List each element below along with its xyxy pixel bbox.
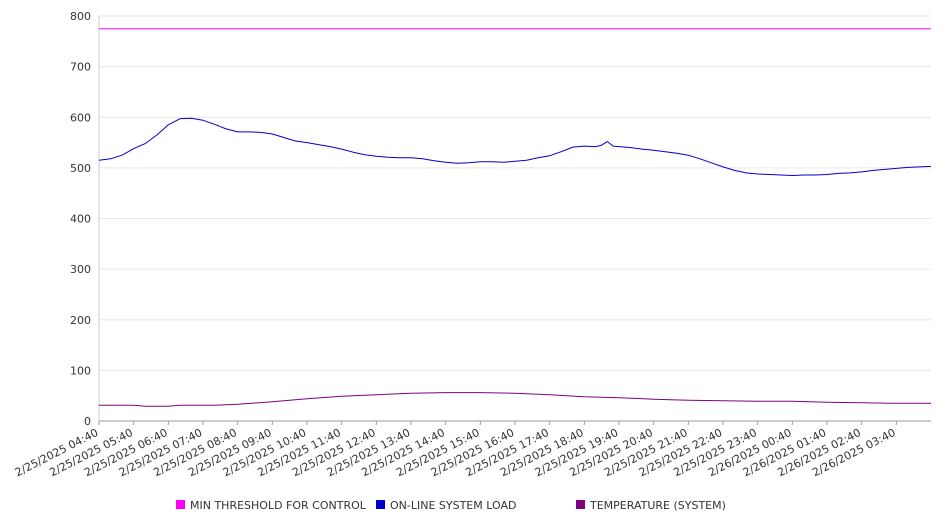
legend-swatch — [176, 500, 185, 509]
y-tick-label: 100 — [70, 364, 91, 377]
legend-label: MIN THRESHOLD FOR CONTROL — [190, 499, 367, 512]
series-line-2 — [99, 392, 931, 407]
legend-swatch — [576, 500, 585, 509]
y-tick-label: 600 — [70, 111, 91, 124]
y-tick-label: 400 — [70, 213, 91, 226]
y-tick-label: 0 — [84, 415, 91, 428]
series-line-1 — [98, 117, 932, 176]
legend-label: ON-LINE SYSTEM LOAD — [390, 499, 516, 512]
y-tick-label: 200 — [70, 314, 91, 327]
legend-swatch — [376, 500, 385, 509]
y-tick-label: 500 — [70, 162, 91, 175]
series-lines — [98, 28, 932, 407]
legend-label: TEMPERATURE (SYSTEM) — [589, 499, 726, 512]
y-tick-label: 300 — [70, 263, 91, 276]
legend: MIN THRESHOLD FOR CONTROL ON-LINE SYSTEM … — [176, 499, 726, 512]
y-tick-label: 800 — [70, 10, 91, 23]
grid-lines — [99, 15, 931, 422]
y-tick-label: 700 — [70, 61, 91, 74]
